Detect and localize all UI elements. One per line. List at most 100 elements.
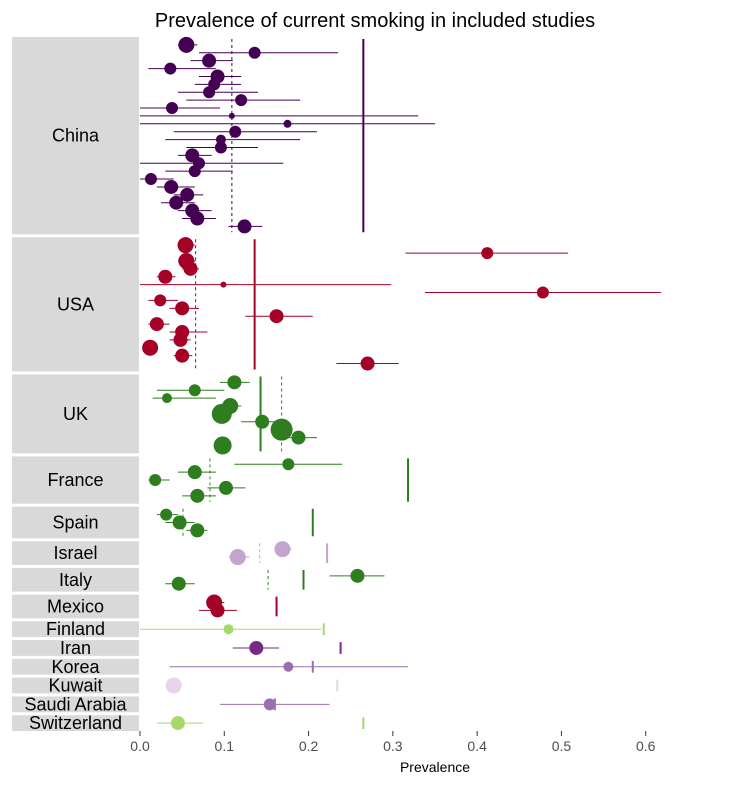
x-tick-label: 0.6 (636, 738, 656, 754)
panel-finland (140, 623, 325, 636)
strip-label-italy: Italy (59, 570, 92, 590)
x-axis: 0.0 0.1 0.2 0.3 0.4 0.5 0.6 (130, 731, 656, 754)
strip-china (12, 37, 139, 235)
x-tick-label: 0.3 (383, 738, 403, 754)
strip-kuwait (12, 677, 139, 694)
x-tick-label: 0.1 (215, 738, 235, 754)
study-point (154, 294, 167, 307)
study-point (282, 458, 295, 471)
strip-label-china: China (52, 126, 100, 146)
study-point (142, 339, 159, 356)
strip-mexico (12, 594, 139, 619)
study-point (161, 393, 172, 404)
strip-israel (12, 541, 139, 565)
study-point (220, 281, 227, 288)
study-point (283, 119, 292, 128)
strip-label-usa: USA (57, 294, 94, 314)
study-point (149, 317, 164, 332)
strip-label-switzerland: Switzerland (29, 713, 122, 733)
study-point (536, 286, 549, 299)
strip-label-israel: Israel (53, 543, 97, 563)
x-tick-label: 0.4 (467, 738, 487, 754)
strip-label-saudi-arabia: Saudi Arabia (24, 694, 127, 714)
strip-korea (12, 658, 139, 675)
study-point (249, 640, 264, 655)
study-point (164, 179, 179, 194)
study-point (269, 309, 284, 324)
study-point (283, 661, 294, 672)
study-point (202, 53, 217, 68)
study-point (360, 356, 375, 371)
study-point (177, 237, 194, 254)
study-point (214, 141, 227, 154)
panel-france (148, 458, 410, 503)
study-point (190, 488, 205, 503)
study-point (178, 36, 195, 53)
strip-saudi-arabia (12, 696, 139, 713)
study-point (180, 187, 195, 202)
study-point (350, 568, 365, 583)
strip-uk (12, 374, 139, 454)
strip-italy (12, 567, 139, 592)
study-point (237, 219, 252, 234)
study-point (158, 269, 173, 284)
study-point (188, 165, 201, 178)
study-point (228, 112, 235, 119)
study-point (190, 211, 205, 226)
study-point (170, 716, 185, 731)
chart-title: Prevalence of current smoking in include… (155, 10, 595, 32)
study-point (169, 195, 184, 210)
panel-uk (152, 375, 317, 455)
study-point (164, 62, 177, 75)
study-point (144, 173, 157, 186)
study-point (160, 508, 173, 521)
study-point (175, 301, 190, 316)
strip-label-france: France (47, 470, 103, 490)
panel-saudi-arabia (220, 698, 330, 711)
strip-label-finland: Finland (46, 619, 105, 639)
study-point (223, 624, 234, 635)
study-point (165, 677, 182, 694)
panel-italy (165, 568, 385, 591)
study-point (188, 384, 201, 397)
study-point (229, 549, 246, 566)
study-point (173, 332, 188, 347)
study-point (291, 430, 306, 445)
x-axis-title: Prevalence (400, 759, 470, 775)
study-point (270, 418, 293, 441)
study-point (211, 403, 232, 424)
x-tick-label: 0.5 (552, 738, 572, 754)
strip-label-kuwait: Kuwait (48, 676, 102, 696)
panel-korea (169, 660, 409, 673)
study-point (263, 698, 276, 711)
study-point (235, 94, 248, 107)
study-point (210, 603, 225, 618)
study-point (190, 523, 205, 538)
plot-panels (140, 36, 661, 731)
panel-israel (228, 541, 329, 566)
strip-switzerland (12, 715, 139, 731)
panel-mexico (199, 594, 278, 618)
study-point (166, 102, 179, 115)
panel-usa (140, 237, 661, 371)
study-point (248, 46, 261, 59)
study-point (227, 375, 242, 390)
strip-label-mexico: Mexico (47, 596, 104, 616)
strip-iran (12, 640, 139, 656)
panel-spain (156, 508, 314, 538)
facet-strips: China USA UK France Spain Israel Italy Mexico Fi… (12, 37, 139, 733)
study-point (203, 86, 216, 99)
strip-label-uk: UK (63, 404, 88, 424)
strip-label-korea: Korea (51, 657, 100, 677)
strip-label-spain: Spain (52, 512, 98, 532)
strip-france (12, 456, 139, 504)
study-point (481, 247, 494, 260)
study-point (187, 465, 202, 480)
strip-usa (12, 237, 139, 372)
study-point (255, 414, 270, 429)
study-point (175, 348, 190, 363)
panel-kuwait (165, 677, 339, 694)
strip-label-iran: Iran (60, 638, 91, 658)
x-tick-label: 0.2 (299, 738, 319, 754)
